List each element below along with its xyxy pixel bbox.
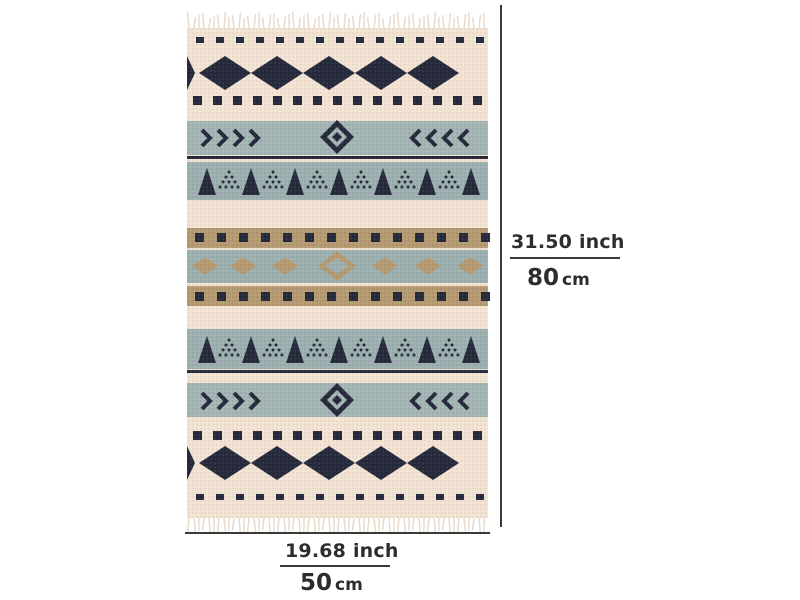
height-inch-value: 31.50: [511, 231, 573, 253]
fringe-strand: [186, 11, 190, 29]
bottom-fringe: [186, 517, 485, 536]
fringe-strand: [343, 517, 347, 533]
fringe-strand: [223, 11, 227, 29]
fringe-strand: [373, 517, 377, 533]
height-inch-unit: inch: [578, 231, 625, 253]
fringe-strand: [216, 13, 220, 29]
fringe-strand: [403, 16, 407, 29]
fringe-strand: [463, 517, 467, 533]
width-cm-label: 50 cm: [300, 570, 363, 596]
fringe-strand: [268, 14, 272, 29]
fringe-strand: [441, 517, 445, 531]
fringe-strand: [471, 517, 475, 531]
height-label-divider: [510, 257, 620, 259]
fringe-strand: [313, 517, 317, 533]
width-cm-value: 50: [300, 570, 333, 596]
fringe-strand: [351, 517, 355, 531]
height-cm-value: 80: [527, 265, 560, 291]
fringe-strand: [291, 517, 295, 531]
fringe-strand: [231, 517, 235, 531]
fringe-strand: [283, 15, 287, 29]
fringe-strand: [448, 12, 452, 29]
height-inch-label: 31.50 inch: [511, 231, 625, 253]
fringe-strand: [238, 12, 242, 29]
fringe-strand: [231, 14, 235, 29]
width-inch-label: 19.68 inch: [285, 540, 399, 562]
fringe-strand: [433, 517, 437, 533]
fringe-strand: [186, 517, 190, 534]
fringe-strand: [328, 11, 332, 29]
fringe-strand: [193, 16, 197, 29]
fringe-strand: [396, 11, 400, 29]
fringe-strand: [261, 16, 265, 29]
fringe-strand: [313, 17, 317, 29]
fringe-strand: [418, 17, 422, 29]
fringe-strand: [283, 517, 287, 533]
fringe-strand: [411, 517, 415, 531]
fringe-strand: [373, 14, 377, 29]
fringe-strand: [381, 17, 385, 29]
fringe-strand: [276, 17, 280, 29]
fringe-strand: [366, 16, 370, 29]
fringe-strand: [441, 14, 445, 29]
height-dimension-line: [500, 5, 502, 527]
fringe-strand: [351, 15, 355, 29]
fringe-strand: [456, 15, 460, 29]
top-fringe: [186, 11, 485, 29]
fringe-strand: [306, 517, 310, 534]
fringe-strand: [366, 517, 370, 534]
width-dimension-line: [185, 532, 490, 534]
fringe-strand: [201, 12, 205, 29]
fringe-strand: [456, 517, 460, 534]
fringe-strand: [336, 517, 340, 534]
fringe-strand: [388, 15, 392, 29]
height-cm-label: 80 cm: [527, 265, 590, 291]
width-label-divider: [280, 565, 390, 567]
fringe-strand: [306, 12, 310, 29]
fringe-strand: [381, 517, 385, 531]
fringe-strand: [291, 11, 295, 29]
fringe-strand: [471, 16, 475, 29]
fringe-strand: [343, 12, 347, 29]
fringe-strand: [396, 517, 400, 534]
fringe-strand: [261, 517, 265, 531]
fringe-strand: [321, 13, 325, 29]
fringe-strand: [253, 13, 257, 29]
fringe-strand: [223, 517, 227, 533]
fringe-strand: [201, 517, 205, 531]
fringe-strand: [246, 15, 250, 29]
fringe-strand: [276, 517, 280, 534]
fringe-strand: [433, 11, 437, 29]
fringe-strand: [216, 517, 220, 534]
fringe-strand: [336, 14, 340, 29]
fringe-strand: [246, 517, 250, 534]
width-inch-value: 19.68: [285, 540, 347, 562]
fringe-strand: [403, 517, 407, 533]
fringe-strand: [426, 13, 430, 29]
height-cm-unit: cm: [562, 270, 590, 290]
width-inch-unit: inch: [352, 540, 399, 562]
fringe-strand: [411, 12, 415, 29]
fringe-strand: [253, 517, 257, 533]
fringe-strand: [463, 13, 467, 29]
fringe-strand: [426, 517, 430, 534]
fringe-strand: [321, 517, 325, 531]
width-cm-unit: cm: [335, 575, 363, 595]
fringe-strand: [358, 13, 362, 29]
fringe-strand: [193, 517, 197, 533]
fringe-strand: [208, 17, 212, 29]
fringe-strand: [298, 16, 302, 29]
fringe-strand: [478, 14, 482, 29]
